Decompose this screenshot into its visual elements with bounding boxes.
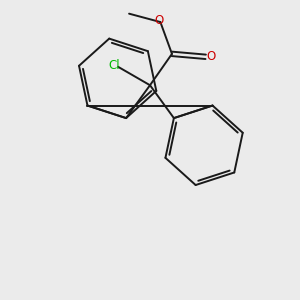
Text: O: O <box>206 50 216 63</box>
Text: Cl: Cl <box>109 59 120 72</box>
Text: O: O <box>154 14 164 27</box>
